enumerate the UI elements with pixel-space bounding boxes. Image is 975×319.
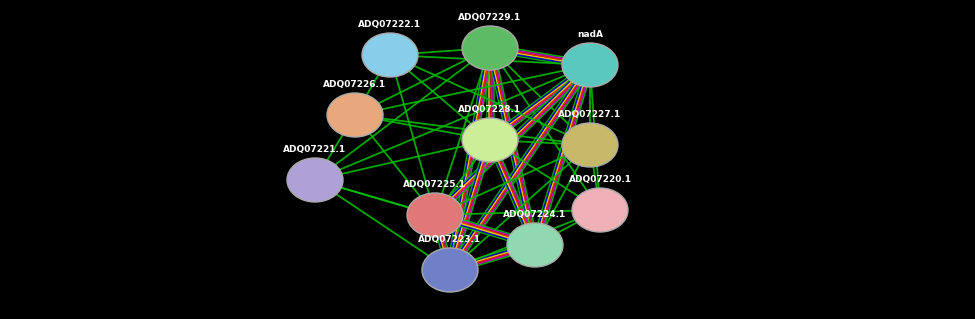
Text: ADQ07224.1: ADQ07224.1	[503, 210, 566, 219]
Text: ADQ07226.1: ADQ07226.1	[324, 80, 386, 89]
Ellipse shape	[562, 123, 618, 167]
Text: ADQ07222.1: ADQ07222.1	[359, 20, 421, 29]
Ellipse shape	[562, 43, 618, 87]
Text: ADQ07223.1: ADQ07223.1	[418, 235, 482, 244]
Text: ADQ07225.1: ADQ07225.1	[404, 180, 467, 189]
Ellipse shape	[362, 33, 418, 77]
Ellipse shape	[287, 158, 343, 202]
Ellipse shape	[572, 188, 628, 232]
Text: ADQ07221.1: ADQ07221.1	[284, 145, 346, 154]
Text: ADQ07220.1: ADQ07220.1	[568, 175, 632, 184]
Ellipse shape	[407, 193, 463, 237]
Ellipse shape	[422, 248, 478, 292]
Ellipse shape	[327, 93, 383, 137]
Text: ADQ07229.1: ADQ07229.1	[458, 13, 522, 22]
Text: ADQ07227.1: ADQ07227.1	[559, 110, 622, 119]
Ellipse shape	[507, 223, 563, 267]
Ellipse shape	[462, 118, 518, 162]
Text: ADQ07228.1: ADQ07228.1	[458, 105, 522, 114]
Text: nadA: nadA	[577, 30, 603, 39]
Ellipse shape	[462, 26, 518, 70]
